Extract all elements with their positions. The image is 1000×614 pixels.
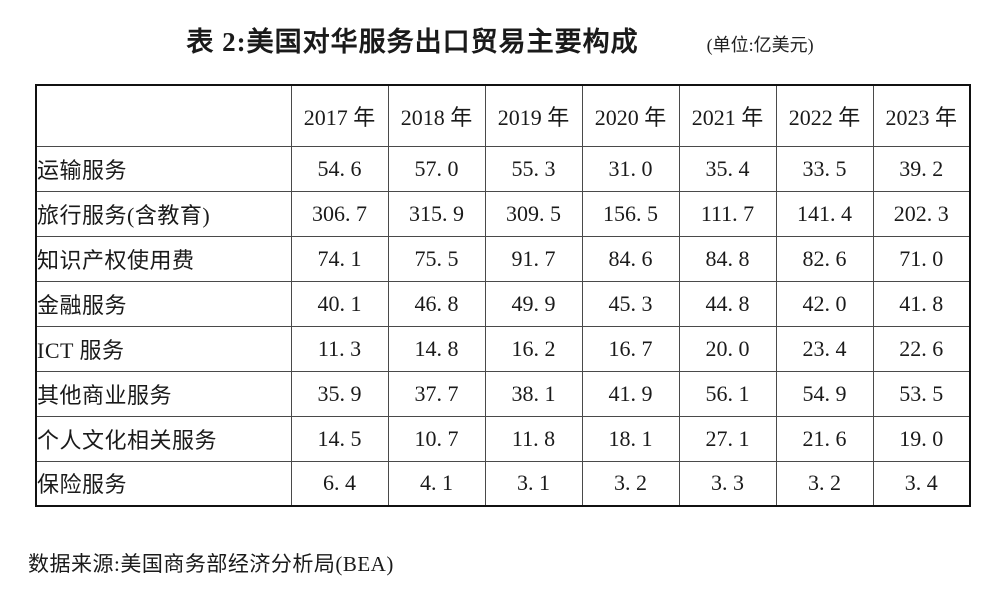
year-column-header: 2023 年 — [872, 84, 971, 147]
value-cell: 55. 3 — [484, 145, 583, 192]
value-cell: 14. 5 — [290, 415, 389, 462]
table-header-row: 2017 年 2018 年 2019 年 2020 年 2021 年 2022 年 2023… — [35, 84, 971, 147]
value-cell: 14. 8 — [387, 325, 486, 372]
value-cell: 3. 3 — [678, 460, 777, 507]
services-export-table: 2017 年 2018 年 2019 年 2020 年 2021 年 2022 年 2023… — [35, 84, 971, 507]
value-cell: 3. 2 — [581, 460, 680, 507]
value-cell: 46. 8 — [387, 280, 486, 327]
value-cell: 39. 2 — [872, 145, 971, 192]
value-cell: 141. 4 — [775, 190, 874, 237]
value-cell: 6. 4 — [290, 460, 389, 507]
value-cell: 42. 0 — [775, 280, 874, 327]
value-cell: 41. 9 — [581, 370, 680, 417]
page-title: 表 2:美国对华服务出口贸易主要构成 — [186, 27, 639, 57]
value-cell: 23. 4 — [775, 325, 874, 372]
value-cell: 22. 6 — [872, 325, 971, 372]
year-column-header: 2019 年 — [484, 84, 583, 147]
value-cell: 20. 0 — [678, 325, 777, 372]
value-cell: 18. 1 — [581, 415, 680, 462]
value-cell: 54. 9 — [775, 370, 874, 417]
year-column-header: 2017 年 — [290, 84, 389, 147]
year-column-header: 2018 年 — [387, 84, 486, 147]
value-cell: 74. 1 — [290, 235, 389, 282]
value-cell: 91. 7 — [484, 235, 583, 282]
row-label-cell: 旅行服务(含教育) — [35, 190, 292, 237]
row-label-cell: 个人文化相关服务 — [35, 415, 292, 462]
value-cell: 40. 1 — [290, 280, 389, 327]
title-row: 表 2:美国对华服务出口贸易主要构成 (单位:亿美元) — [0, 20, 1000, 59]
table-row: 知识产权使用费 74. 1 75. 5 91. 7 84. 6 84. 8 82. 6 71.… — [35, 235, 971, 282]
value-cell: 16. 2 — [484, 325, 583, 372]
value-cell: 71. 0 — [872, 235, 971, 282]
value-cell: 49. 9 — [484, 280, 583, 327]
value-cell: 44. 8 — [678, 280, 777, 327]
row-label-cell: 保险服务 — [35, 460, 292, 507]
value-cell: 54. 6 — [290, 145, 389, 192]
row-label-cell: 其他商业服务 — [35, 370, 292, 417]
value-cell: 4. 1 — [387, 460, 486, 507]
value-cell: 19. 0 — [872, 415, 971, 462]
value-cell: 35. 4 — [678, 145, 777, 192]
value-cell: 10. 7 — [387, 415, 486, 462]
value-cell: 57. 0 — [387, 145, 486, 192]
value-cell: 82. 6 — [775, 235, 874, 282]
table-row: 个人文化相关服务 14. 5 10. 7 11. 8 18. 1 27. 1 21. 6 19… — [35, 415, 971, 462]
value-cell: 3. 2 — [775, 460, 874, 507]
source-note: 数据来源:美国商务部经济分析局(BEA) — [28, 552, 394, 576]
value-cell: 84. 8 — [678, 235, 777, 282]
value-cell: 41. 8 — [872, 280, 971, 327]
row-label-cell: 知识产权使用费 — [35, 235, 292, 282]
value-cell: 309. 5 — [484, 190, 583, 237]
value-cell: 75. 5 — [387, 235, 486, 282]
value-cell: 21. 6 — [775, 415, 874, 462]
value-cell: 56. 1 — [678, 370, 777, 417]
value-cell: 315. 9 — [387, 190, 486, 237]
value-cell: 37. 7 — [387, 370, 486, 417]
value-cell: 27. 1 — [678, 415, 777, 462]
value-cell: 38. 1 — [484, 370, 583, 417]
table-row: 其他商业服务 35. 9 37. 7 38. 1 41. 9 56. 1 54. 9 53. … — [35, 370, 971, 417]
year-column-header: 2022 年 — [775, 84, 874, 147]
value-cell: 156. 5 — [581, 190, 680, 237]
value-cell: 53. 5 — [872, 370, 971, 417]
table-row: 金融服务 40. 1 46. 8 49. 9 45. 3 44. 8 42. 0 41. 8 — [35, 280, 971, 327]
value-cell: 3. 1 — [484, 460, 583, 507]
unit-note: (单位:亿美元) — [706, 35, 814, 55]
value-cell: 84. 6 — [581, 235, 680, 282]
table-row: 保险服务 6. 4 4. 1 3. 1 3. 2 3. 3 3. 2 3. 4 — [35, 460, 971, 507]
value-cell: 3. 4 — [872, 460, 971, 507]
value-cell: 16. 7 — [581, 325, 680, 372]
value-cell: 33. 5 — [775, 145, 874, 192]
value-cell: 45. 3 — [581, 280, 680, 327]
table-row: 运输服务 54. 6 57. 0 55. 3 31. 0 35. 4 33. 5 39. 2 — [35, 145, 971, 192]
value-cell: 35. 9 — [290, 370, 389, 417]
value-cell: 111. 7 — [678, 190, 777, 237]
table-row: ICT 服务 11. 3 14. 8 16. 2 16. 7 20. 0 23. 4 22. … — [35, 325, 971, 372]
year-column-header: 2021 年 — [678, 84, 777, 147]
value-cell: 31. 0 — [581, 145, 680, 192]
value-cell: 11. 3 — [290, 325, 389, 372]
value-cell: 11. 8 — [484, 415, 583, 462]
row-label-cell: 金融服务 — [35, 280, 292, 327]
row-label-cell: 运输服务 — [35, 145, 292, 192]
corner-cell — [35, 84, 292, 147]
value-cell: 202. 3 — [872, 190, 971, 237]
year-column-header: 2020 年 — [581, 84, 680, 147]
value-cell: 306. 7 — [290, 190, 389, 237]
row-label-cell: ICT 服务 — [35, 325, 292, 372]
